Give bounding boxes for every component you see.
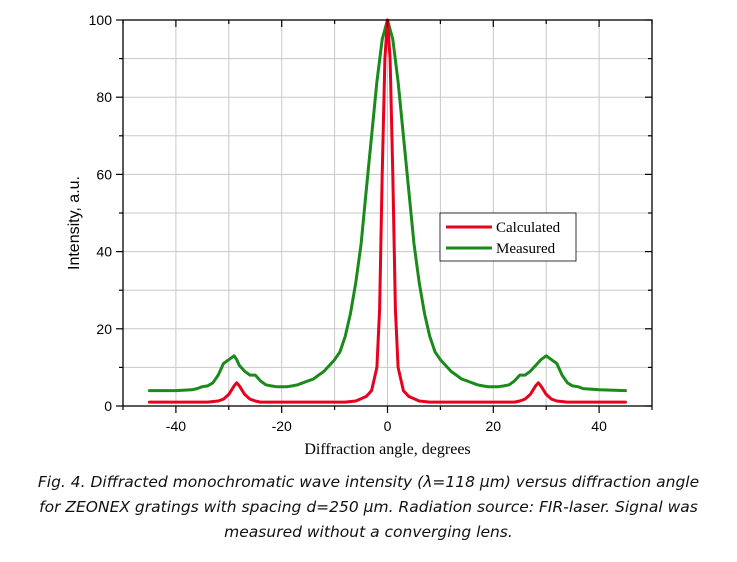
legend-box [439, 212, 577, 262]
y-tick-label: 60 [96, 166, 112, 182]
x-tick-label: 40 [591, 418, 607, 434]
y-axis-title: Intensity, a.u. [66, 176, 83, 270]
caption-line-3: measured without a converging lens. [224, 523, 513, 541]
x-tick-label: 20 [486, 418, 502, 434]
caption-line-1: Fig. 4. Diffracted monochromatic wave in… [37, 473, 700, 491]
chart: -40 -20 0 20 40 0 20 40 60 80 100 Diffraction angl… [66, 12, 653, 458]
x-tick-label: 0 [384, 418, 392, 434]
y-tick-label: 40 [96, 244, 112, 260]
x-axis-title: Diffraction angle, degrees [304, 441, 470, 458]
y-tick-label: 80 [96, 89, 112, 105]
caption-line-2: for ZEONEX gratings with spacing d=250 μ… [39, 498, 698, 516]
legend: Calculated Measured [439, 212, 577, 262]
y-tick-label: 0 [104, 398, 112, 414]
legend-label-measured: Measured [496, 241, 556, 257]
series-line-measured [147, 18, 627, 393]
x-tick-label: -40 [166, 418, 186, 434]
tick-labels: -40 -20 0 20 40 0 20 40 60 80 100 [89, 12, 607, 434]
axis-ticks [116, 19, 653, 413]
y-tick-label: 20 [96, 321, 112, 337]
legend-label-calculated: Calculated [496, 220, 561, 236]
y-tick-label: 100 [89, 12, 113, 28]
figure-caption: Fig. 4. Diffracted monochromatic wave in… [0, 470, 737, 545]
x-tick-label: -20 [272, 418, 292, 434]
